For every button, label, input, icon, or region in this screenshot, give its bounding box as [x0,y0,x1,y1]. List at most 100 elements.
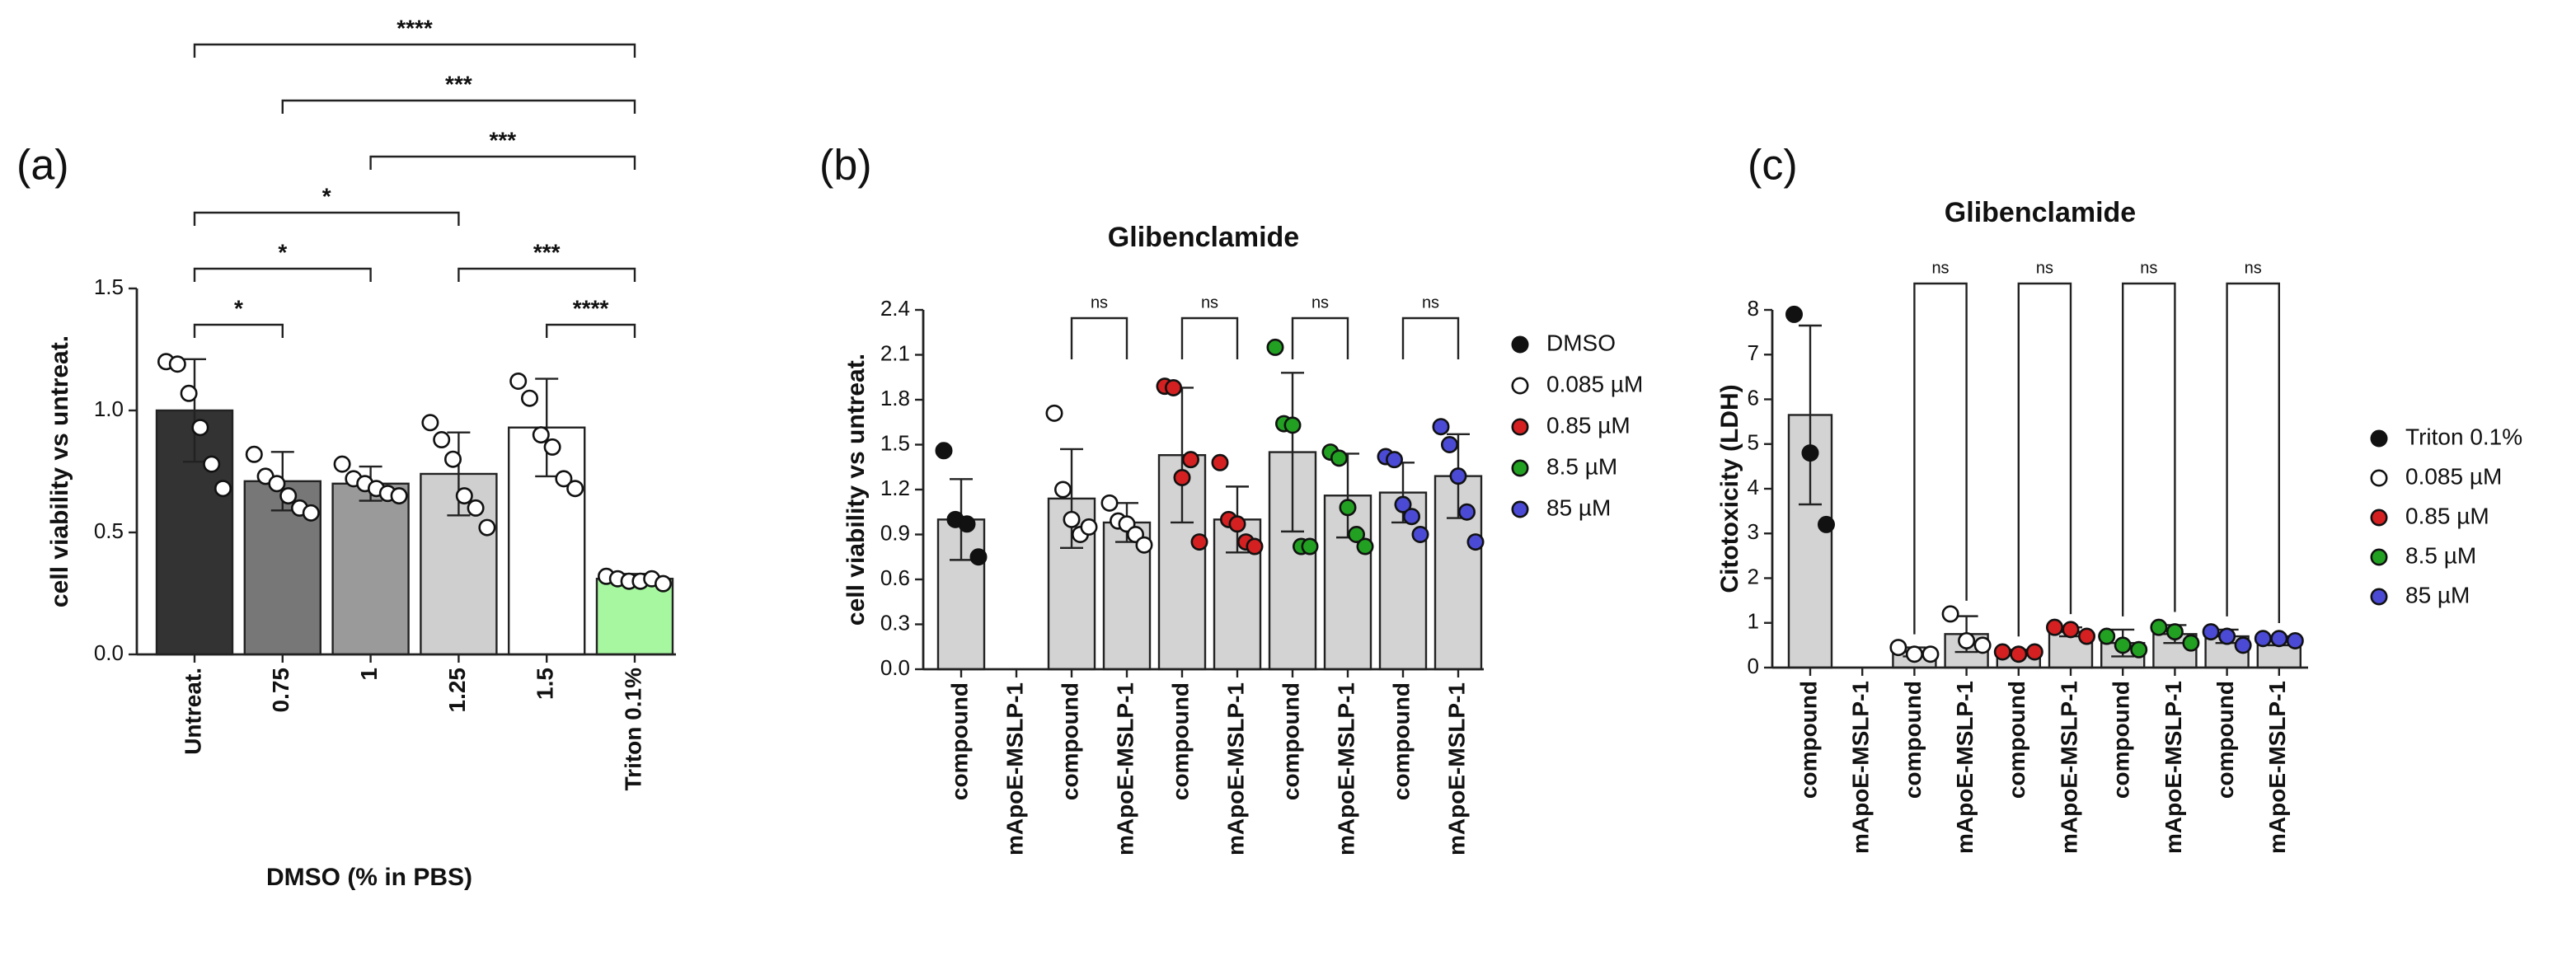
data-point [467,499,485,517]
data-point [1921,645,1940,663]
legend-label: 0.085 µM [2405,463,2502,489]
bar [331,482,410,656]
data-point [2286,631,2304,649]
data-point [1432,418,1450,436]
significance-bracket [193,43,636,58]
data-point [1266,338,1284,356]
x-tick-label: mApoE-MSLP-1 [1952,681,1978,854]
significance-bracket [369,155,636,170]
data-point [268,475,286,493]
data-point [1063,510,1081,528]
significance-label: ns [2036,259,2053,277]
significance-label: ns [1311,293,1329,312]
legend-marker [1511,377,1529,395]
y-tick-label: 1.8 [880,386,910,410]
significance-bracket [457,267,636,282]
data-point [1441,435,1459,453]
data-point [654,574,672,593]
y-tick-label: 1.5 [880,430,910,455]
legend-label: Triton 0.1% [2405,424,2522,449]
x-tick-label: mApoE-MSLP-1 [1848,681,1874,854]
y-tick-label: 0.6 [880,565,910,590]
significance-bracket [281,99,636,114]
data-point [1394,495,1412,513]
data-point [509,372,528,390]
data-point [302,504,320,522]
y-tick-label: 0.0 [880,655,910,680]
data-point [1801,444,1819,462]
data-point [520,389,538,407]
data-point [2114,636,2132,654]
data-point [1165,378,1183,396]
y-tick-label: 5 [1748,430,1759,455]
significance-bracket [1913,282,1968,635]
significance-label: **** [573,295,609,321]
significance-label: * [234,295,243,321]
data-point [1301,537,1319,556]
x-tick-label: Triton 0.1% [620,668,645,790]
significance-label: ns [2140,259,2157,277]
legend-marker [2370,429,2388,448]
data-point [1411,525,1429,543]
data-point [1246,537,1264,556]
y-tick-label: 2.1 [880,340,910,365]
y-tick-label: 2.4 [880,296,910,321]
significance-bracket [193,267,372,282]
data-point [390,487,408,505]
data-point [168,355,186,373]
data-point [2165,623,2184,641]
x-tick-label: 1.25 [444,668,470,713]
data-point [1100,494,1119,512]
data-point [2182,634,2200,652]
data-point [1182,451,1200,469]
data-point [2150,618,2168,636]
data-point [1973,636,1992,654]
y-tick-label: 2 [1748,564,1759,588]
data-point [203,455,221,473]
significance-label: ns [1201,293,1218,312]
data-point [1348,525,1366,543]
x-tick-label: mApoE-MSLP-1 [1333,682,1358,856]
data-point [1386,451,1404,469]
x-tick-label: compound [2004,681,2029,799]
data-point [213,480,232,498]
data-point [532,426,550,444]
data-point [1785,305,1804,323]
data-point [1339,499,1357,517]
legend-marker [1511,418,1529,436]
data-point [2025,643,2043,661]
x-tick-label: mApoE-MSLP-1 [2264,681,2290,854]
legend-marker [2370,588,2388,606]
y-tick-label: 4 [1748,475,1759,499]
legend-marker [2370,469,2388,487]
legend-marker [1511,335,1529,354]
data-point [433,431,451,449]
y-tick-label: 1.2 [880,476,910,500]
data-point [555,470,573,488]
data-point [180,384,198,402]
y-tick-label: 0.5 [94,518,124,543]
legend-marker [1511,500,1529,518]
significance-bracket [2122,282,2176,616]
significance-label: * [322,183,331,209]
data-point [1080,518,1098,536]
x-tick-label: mApoE-MSLP-1 [2056,681,2081,854]
legend-label: DMSO [1546,330,1616,355]
data-point [1173,468,1191,486]
y-tick-label: 0 [1748,654,1759,678]
data-point [421,414,439,432]
data-point [1818,515,1836,533]
y-tick-label: 6 [1748,385,1759,410]
y-tick-label: 0.3 [880,610,910,635]
data-point [1958,631,1976,649]
legend-marker [1511,459,1529,477]
data-point [2254,630,2272,648]
data-point [443,450,462,468]
data-point [1054,480,1072,499]
legend-label: 85 µM [1546,495,1611,520]
data-point [2046,618,2064,636]
significance-label: *** [489,127,516,152]
y-tick-label: 3 [1748,519,1759,544]
data-point [566,480,584,498]
